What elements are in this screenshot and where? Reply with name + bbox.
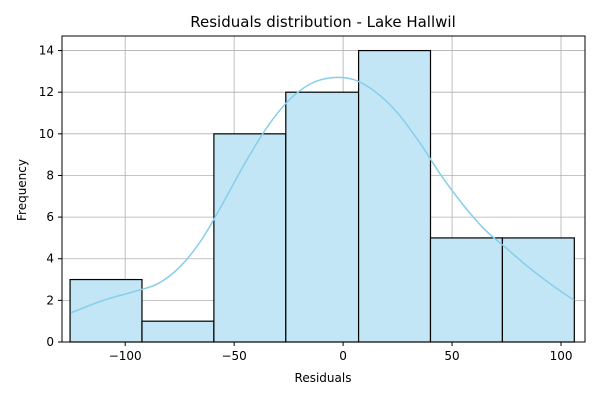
histogram-bar-4 <box>357 49 432 343</box>
x-tick-label-1: −50 <box>221 349 246 363</box>
histogram-bars <box>69 49 575 343</box>
y-tick-label-3: 6 <box>46 210 54 224</box>
y-axis-label: Frequency <box>15 159 29 221</box>
histogram-bar-3 <box>285 91 360 343</box>
x-tick-label-4: 100 <box>550 349 573 363</box>
y-tick-label-6: 12 <box>39 85 54 99</box>
x-axis-label: Residuals <box>295 371 352 385</box>
x-axis-ticks: −100 −50 0 50 100 <box>109 342 573 363</box>
y-axis-ticks: 0 2 4 6 8 10 12 14 <box>39 44 62 349</box>
histogram-bar-5 <box>429 237 504 343</box>
x-tick-label-3: 50 <box>444 349 459 363</box>
y-tick-label-1: 2 <box>46 293 54 307</box>
histogram-bar-2 <box>213 133 287 343</box>
kde-curve <box>70 76 575 314</box>
x-tick-label-2: 0 <box>339 349 347 363</box>
y-tick-label-5: 10 <box>39 127 54 141</box>
y-tick-label-4: 8 <box>46 168 54 182</box>
plot-frame <box>61 35 586 343</box>
y-tick-label-0: 0 <box>46 335 54 349</box>
x-tick-label-0: −100 <box>109 349 142 363</box>
y-tick-label-2: 4 <box>46 252 54 266</box>
histogram-bar-0 <box>69 278 143 343</box>
chart-title: Residuals distribution - Lake Hallwil <box>190 13 455 31</box>
y-tick-label-7: 14 <box>39 44 54 58</box>
histogram-bar-1 <box>141 320 215 343</box>
